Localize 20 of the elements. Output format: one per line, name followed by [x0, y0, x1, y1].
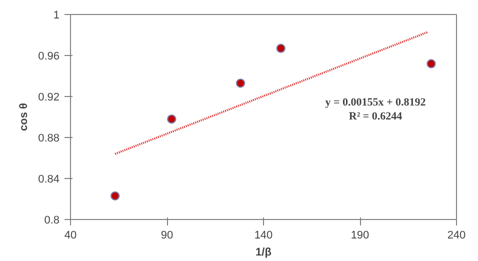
y-tick-label: 0.88	[38, 132, 60, 144]
y-tick-label: 0.84	[38, 174, 60, 186]
y-axis-title: cos θ	[18, 102, 30, 131]
x-tick-label: 140	[254, 230, 273, 242]
y-tick-label: 0.96	[38, 50, 60, 62]
x-tick-label: 190	[350, 230, 370, 242]
y-tick-label: 0.92	[38, 92, 60, 104]
y-tick-label: 0.8	[44, 214, 60, 226]
point	[167, 114, 176, 124]
y-tick-label: 1	[53, 10, 60, 22]
x-tick-label: 40	[64, 230, 77, 242]
x-tick-label: 240	[447, 230, 466, 242]
point	[426, 59, 436, 68]
point	[276, 44, 286, 53]
point	[236, 78, 246, 88]
point	[110, 191, 120, 201]
annotation: y = 0.00155x + 0.8192	[325, 96, 426, 108]
x-axis-title: 1/β	[256, 246, 272, 258]
x-tick-label: 90	[160, 230, 174, 242]
annotation: R² = 0.6244	[348, 110, 403, 122]
